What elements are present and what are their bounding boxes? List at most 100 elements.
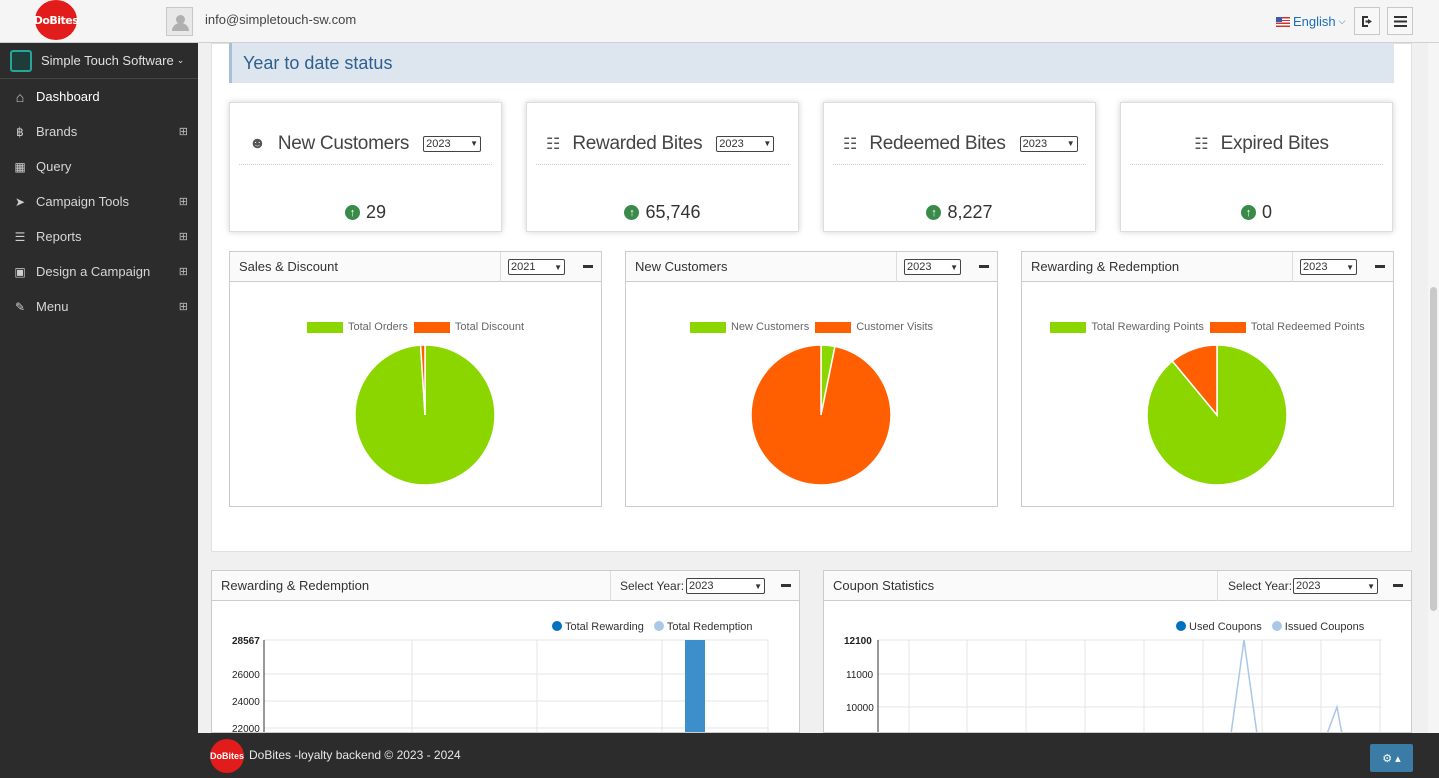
chart-legend: Total Orders Total Discount <box>230 321 601 333</box>
arrow-up-circle-icon: ↑ <box>1240 205 1256 220</box>
settings-toggle-button[interactable]: ⚙ ▴ <box>1370 744 1413 772</box>
stat-value: 0 <box>1261 202 1272 222</box>
gift-icon: ☷ <box>843 135 858 153</box>
legend-label: Total Redeemed Points <box>1250 321 1365 333</box>
stat-card-rewarded-bites: ☷ Rewarded Bites 2023 ▼ ↑ 65,746 <box>526 102 799 232</box>
expand-icon: ⊞ <box>178 126 188 138</box>
chevron-down-icon: ▼ <box>754 581 762 591</box>
minimize-icon[interactable] <box>1375 265 1385 268</box>
sidebar-item-campaign-tools[interactable]: ➤ Campaign Tools ⊞ <box>0 184 198 219</box>
language-selector[interactable]: English ⌵ <box>1276 14 1345 29</box>
pie-slice-total-redeemed-points <box>1171 344 1218 418</box>
org-switcher[interactable]: Simple Touch Software ⌄ <box>0 43 198 79</box>
sidebar-item-design-a-campaign[interactable]: ▣ Design a Campaign ⊞ <box>0 254 198 289</box>
stat-value: 8,227 <box>947 202 993 222</box>
chevron-down-icon: ⌵ <box>1338 16 1346 26</box>
chart-panel-sales-discount: Sales & Discount 2021 ▼ Total Orders Tota… <box>229 251 602 507</box>
minimize-icon[interactable] <box>583 265 593 268</box>
chart-panel-new-customers: New Customers 2023 ▼ New Customers Custom… <box>625 251 998 507</box>
legend-label: Total Orders <box>347 321 408 333</box>
legend-dot <box>1271 621 1282 631</box>
paper-plane-icon: ➤ <box>14 194 26 209</box>
legend-label: Customer Visits <box>856 321 934 333</box>
sidebar-item-label: Brands <box>36 124 78 139</box>
legend-label: Total Redemption <box>666 621 753 633</box>
stat-title: New Customers <box>277 132 410 154</box>
users-icon: ☻ <box>249 134 266 152</box>
chart-title: Sales & Discount <box>239 259 338 274</box>
scrollbar-thumb[interactable] <box>1430 287 1437 611</box>
sidebar-item-dashboard[interactable]: ⌂ Dashboard <box>0 79 198 114</box>
user-email: info@simpletouch-sw.com <box>205 12 357 27</box>
year-select[interactable]: 2023 ▼ <box>1300 259 1357 275</box>
legend-swatch <box>413 321 450 333</box>
chart-panel-rewarding-redemption: Rewarding & Redemption 2023 ▼ Total Rewar… <box>1021 251 1394 507</box>
bar-total-rewarding <box>685 640 705 732</box>
stat-title: Expired Bites <box>1220 132 1329 154</box>
expand-icon: ⊞ <box>178 196 188 208</box>
year-select[interactable]: 2023 ▼ <box>686 578 765 594</box>
arrow-up-circle-icon: ↑ <box>344 205 360 220</box>
minimize-icon[interactable] <box>781 584 791 587</box>
stat-title: Redeemed Bites <box>869 132 1006 154</box>
legend-swatch <box>306 321 343 333</box>
panel-rewarding-redemption-bar: Rewarding & Redemption Select Year: 2023… <box>211 570 800 733</box>
chevron-down-icon: ▼ <box>1367 581 1375 591</box>
panel-coupon-statistics: Coupon Statistics Select Year: 2023 ▼ Use… <box>823 570 1412 733</box>
sidebar-item-label: Menu <box>36 299 69 314</box>
sidebar-item-brands[interactable]: ฿ Brands ⊞ <box>0 114 198 149</box>
chevron-down-icon: ▼ <box>1346 262 1354 272</box>
legend-dot <box>552 621 562 631</box>
legend-label: Used Coupons <box>1189 621 1262 633</box>
logout-button[interactable] <box>1354 7 1380 35</box>
year-select[interactable]: 2023 ▼ <box>904 259 961 275</box>
top-bar: DoBites info@simpletouch-sw.com English … <box>0 0 1439 43</box>
y-tick-label: 11000 <box>846 670 874 681</box>
stat-card-new-customers: ☻ New Customers 2023 ▼ ↑ 29 <box>229 102 502 232</box>
footer-logo: DoBites <box>210 739 244 773</box>
dobites-logo[interactable]: DoBites <box>34 0 79 40</box>
chart-legend: Total Rewarding Points Total Redeemed Po… <box>1022 321 1393 333</box>
minimize-icon[interactable] <box>979 265 989 268</box>
footer-copyright: DoBites -loyalty backend © 2023 - 2024 <box>249 748 461 762</box>
legend-swatch <box>815 321 852 333</box>
sign-out-icon <box>1361 15 1372 27</box>
pie-slice-total-discount <box>419 344 426 416</box>
ytd-title: Year to date status <box>229 43 1394 83</box>
y-tick-label: 10000 <box>846 703 874 714</box>
org-logo-icon <box>10 49 32 72</box>
chevron-down-icon: ⌄ <box>176 55 185 65</box>
stat-value: 65,746 <box>645 202 701 222</box>
year-select[interactable]: 2023 ▼ <box>1019 135 1078 152</box>
year-select-value: 2021 <box>511 261 536 273</box>
bitcoin-icon: ฿ <box>16 124 24 139</box>
year-select[interactable]: 2023 ▼ <box>1293 578 1378 594</box>
pie-chart <box>750 344 892 486</box>
legend-label: Issued Coupons <box>1284 621 1365 633</box>
stat-card-redeemed-bites: ☷ Redeemed Bites 2023 ▼ ↑ 8,227 <box>823 102 1096 232</box>
issued-coupons-line <box>1230 639 1343 732</box>
year-select[interactable]: 2021 ▼ <box>508 259 565 275</box>
y-tick-label: 12100 <box>844 636 872 647</box>
minimize-icon[interactable] <box>1393 584 1403 587</box>
hamburger-icon <box>1393 15 1407 27</box>
year-select-value: 2023 <box>426 137 451 150</box>
menu-toggle-button[interactable] <box>1387 7 1413 35</box>
year-select-value: 2023 <box>1022 137 1048 150</box>
legend-label: New Customers <box>730 321 810 333</box>
year-select-value: 2023 <box>719 137 744 150</box>
sidebar-item-query[interactable]: ▦ Query <box>0 149 198 184</box>
stat-title: Rewarded Bites <box>572 132 703 154</box>
chevron-down-icon: ▼ <box>554 262 562 272</box>
year-select[interactable]: 2023 ▼ <box>423 135 482 152</box>
line-chart: 12100 11000 10000 <box>844 636 1382 732</box>
sidebar-item-reports[interactable]: ☰ Reports ⊞ <box>0 219 198 254</box>
vertical-scrollbar[interactable] <box>1428 43 1439 733</box>
year-select[interactable]: 2023 ▼ <box>716 135 775 152</box>
sidebar-item-menu[interactable]: ✎ Menu ⊞ <box>0 289 198 324</box>
us-flag-icon <box>1276 16 1290 27</box>
language-label: English <box>1293 14 1336 29</box>
pie-chart <box>354 344 496 486</box>
user-avatar-icon[interactable] <box>166 7 193 36</box>
sidebar: Simple Touch Software ⌄ ⌂ Dashboard ฿ Br… <box>0 43 198 778</box>
